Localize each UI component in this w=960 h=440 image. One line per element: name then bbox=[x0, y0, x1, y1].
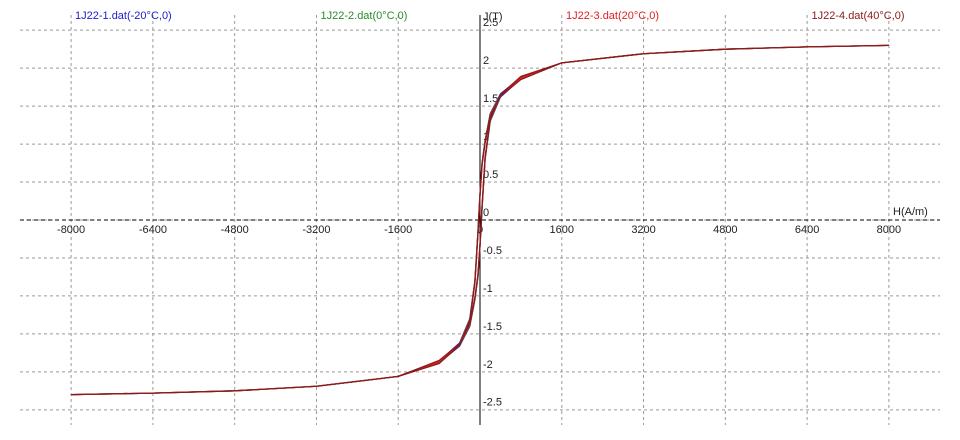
x-tick-label: 8000 bbox=[877, 224, 901, 236]
x-tick-label: -4800 bbox=[221, 224, 249, 236]
legend-entry: 1J22-1.dat(-20°C,0) bbox=[75, 10, 172, 22]
x-axis-label: H(A/m) bbox=[893, 206, 928, 218]
x-tick-label: -6400 bbox=[139, 224, 167, 236]
x-tick-label: -8000 bbox=[57, 224, 85, 236]
x-tick-label: -1600 bbox=[384, 224, 412, 236]
y-tick-label: 2 bbox=[483, 55, 489, 67]
legend-entry: 1J22-2.dat(0°C,0) bbox=[321, 10, 408, 22]
y-tick-label: -1.5 bbox=[483, 321, 502, 333]
y-tick-label: 0 bbox=[483, 207, 489, 219]
x-tick-label: 6400 bbox=[795, 224, 819, 236]
series-line bbox=[71, 44, 889, 396]
y-axis-label: J(T) bbox=[483, 11, 503, 23]
y-tick-label: -2 bbox=[483, 359, 493, 371]
y-tick-label: -1 bbox=[483, 283, 493, 295]
y-tick-label: 0.5 bbox=[483, 169, 498, 181]
legend-entry: 1J22-4.dat(40°C,0) bbox=[812, 10, 905, 22]
x-tick-label: -3200 bbox=[302, 224, 330, 236]
y-tick-label: -2.5 bbox=[483, 397, 502, 409]
x-tick-label: 4800 bbox=[713, 224, 737, 236]
x-tick-label: 1600 bbox=[550, 224, 574, 236]
y-tick-label: -0.5 bbox=[483, 245, 502, 257]
x-tick-label: 3200 bbox=[631, 224, 655, 236]
y-tick-label: 2.5 bbox=[483, 17, 498, 29]
y-tick-label: 1.5 bbox=[483, 93, 498, 105]
legend-entry: 1J22-3.dat(20°C,0) bbox=[566, 10, 659, 22]
